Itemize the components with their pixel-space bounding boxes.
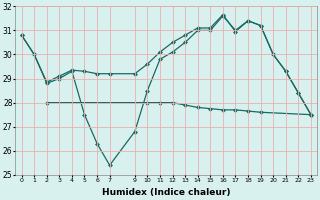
X-axis label: Humidex (Indice chaleur): Humidex (Indice chaleur) — [102, 188, 230, 197]
